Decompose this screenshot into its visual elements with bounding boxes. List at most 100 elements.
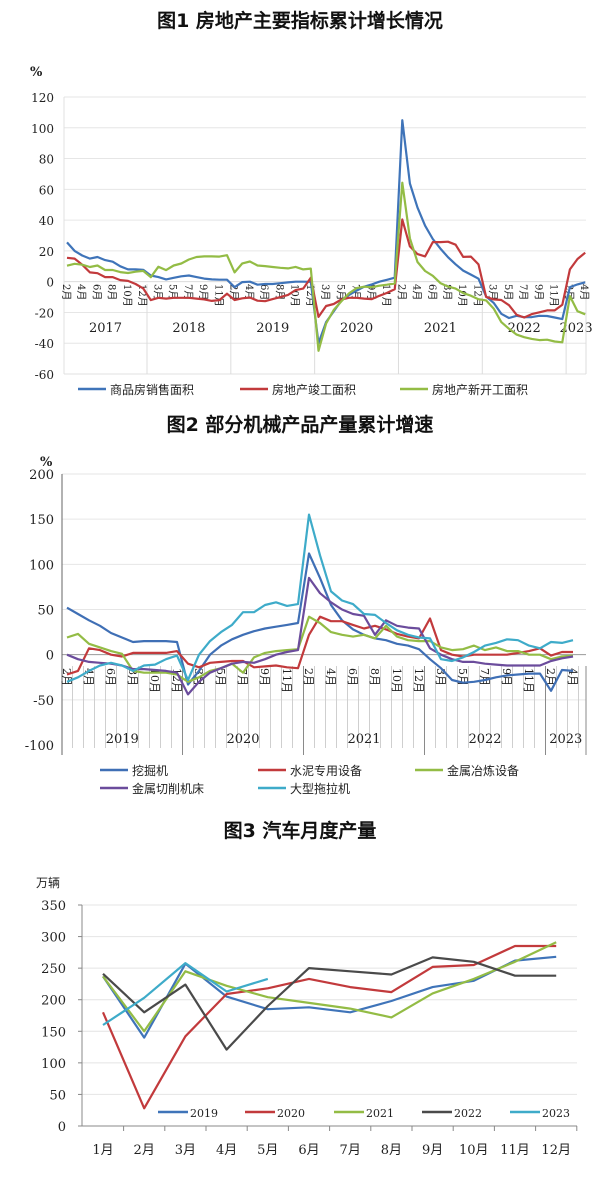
series-line-2023 <box>102 961 269 1026</box>
year-label: 2023 <box>549 732 582 747</box>
x-tick-label: 6月 <box>90 284 102 300</box>
y-tick-label: 150 <box>41 1025 66 1040</box>
x-tick-label: 3月 <box>487 284 499 300</box>
legend-label: 2023 <box>542 1107 570 1120</box>
y-tick-label: 50 <box>37 604 54 619</box>
legend-label: 房地产新开工面积 <box>432 382 528 397</box>
y-tick-label: -100 <box>25 739 54 754</box>
y-tick-label: 250 <box>41 962 66 977</box>
chart2: %200 150 100 50 0 -50 -100 2019 2020 2021 2022 2023… <box>25 455 587 796</box>
year-label: 2020 <box>340 321 373 336</box>
x-tick-label: 5月 <box>214 668 227 686</box>
legend-label: 商品房销售面积 <box>110 382 194 397</box>
year-label: 2022 <box>468 732 501 747</box>
x-tick-label: 10月 <box>289 284 301 307</box>
x-tick-label: 2月 <box>60 284 72 300</box>
series-line-1 <box>66 552 574 692</box>
y-tick-label: -40 <box>35 337 54 351</box>
x-tick-label: 9月 <box>500 668 513 686</box>
y-tick-label: 40 <box>39 214 54 228</box>
x-tick-label: 8月 <box>368 668 381 686</box>
x-tick-label: 4月 <box>243 284 255 300</box>
x-tick-label: 11月 <box>500 1143 530 1158</box>
x-tick-label: 9月 <box>532 284 544 300</box>
year-label: 2021 <box>424 321 457 336</box>
series-line-2019 <box>102 955 557 1039</box>
series-line-3 <box>66 615 574 683</box>
y-tick-label: 200 <box>29 468 54 483</box>
x-tick-label: 10月 <box>456 284 468 307</box>
year-label: 2022 <box>508 321 541 336</box>
y-tick-label: 350 <box>41 899 66 914</box>
x-tick-label: 9月 <box>422 1143 443 1158</box>
x-tick-label: 8月 <box>381 1143 402 1158</box>
y-tick-label: 100 <box>41 1057 66 1072</box>
x-tick-label: 10月 <box>121 284 133 307</box>
series-line-2 <box>66 218 586 319</box>
y-tick-label: -50 <box>33 694 54 709</box>
y-tick-label: 20 <box>39 245 54 259</box>
x-tick-label: 6月 <box>346 668 359 686</box>
x-tick-label: 2月 <box>395 284 407 300</box>
x-tick-label: 4月 <box>411 284 423 300</box>
x-tick-label: 10月 <box>459 1143 489 1158</box>
y-tick-label: 80 <box>39 153 54 167</box>
y-tick-label: -60 <box>35 368 54 382</box>
legend-label: 水泥专用设备 <box>290 763 362 778</box>
series-line-3 <box>66 181 586 352</box>
y-tick-label: 150 <box>29 513 54 528</box>
y-tick-label: 200 <box>41 994 66 1009</box>
series-line-5 <box>66 513 574 683</box>
year-label: 2019 <box>256 321 289 336</box>
chart1-title: 图1 房地产主要指标累计增长情况 <box>157 10 443 32</box>
x-tick-label: 10月 <box>148 668 161 693</box>
x-tick-label: 2月 <box>302 668 315 686</box>
series-line-4 <box>66 576 574 696</box>
y-tick-label: 100 <box>29 558 54 573</box>
x-tick-label: 4月 <box>578 284 590 300</box>
year-label: 2018 <box>172 321 205 336</box>
x-tick-label: 8月 <box>126 668 139 686</box>
x-tick-label: 11月 <box>522 668 535 693</box>
y-tick-label: 60 <box>39 183 54 197</box>
chart3: 万辆 350 300 250 200 150 100 50 0 1月 2月 3月 4月 5月 6月 7月 8月 9… <box>36 876 578 1158</box>
chart2-title: 图2 部分机械产品产量累计增速 <box>166 414 434 436</box>
x-tick-label: 4月 <box>324 668 337 686</box>
x-tick-label: 1月 <box>92 1143 113 1158</box>
x-tick-label: 3月 <box>434 668 447 686</box>
x-tick-label: 7月 <box>517 284 529 300</box>
x-tick-label: 11月 <box>548 284 560 307</box>
year-label: 2021 <box>347 732 380 747</box>
x-tick-label: 3月 <box>175 1143 196 1158</box>
x-tick-label: 3月 <box>319 284 331 300</box>
y-tick-label: 0 <box>58 1120 66 1135</box>
series-line-2022 <box>102 956 557 1051</box>
x-tick-label: 8月 <box>106 284 118 300</box>
x-tick-label: 11月 <box>280 668 293 693</box>
x-tick-label: 2月 <box>544 668 557 686</box>
y-tick-label: 50 <box>49 1088 66 1103</box>
x-tick-label: 6月 <box>426 284 438 300</box>
x-tick-label: 5月 <box>502 284 514 300</box>
y-tick-label: 0 <box>46 276 54 290</box>
y-tick-label: -20 <box>35 306 54 320</box>
y-tick-label: 300 <box>41 931 66 946</box>
year-label: 2023 <box>560 321 593 336</box>
series-line-2020 <box>101 944 557 1110</box>
x-tick-label: 11月 <box>380 284 392 307</box>
x-tick-label: 7月 <box>236 668 249 686</box>
legend-label: 2021 <box>366 1107 394 1120</box>
x-tick-label: 7月 <box>182 284 194 300</box>
x-tick-label: 6月 <box>104 668 117 686</box>
legend-label: 金属切削机床 <box>132 781 204 796</box>
y-unit-label: % <box>30 65 43 80</box>
x-tick-label: 12月 <box>541 1143 571 1158</box>
y-tick-label: 100 <box>31 122 54 136</box>
y-tick-label: 120 <box>31 91 54 105</box>
x-tick-label: 2月 <box>60 668 73 686</box>
legend-label: 大型拖拉机 <box>290 781 350 796</box>
legend-label: 挖掘机 <box>132 763 168 778</box>
x-tick-label: 5月 <box>257 1143 278 1158</box>
x-tick-label: 5月 <box>334 284 346 300</box>
x-tick-label: 9月 <box>258 668 271 686</box>
